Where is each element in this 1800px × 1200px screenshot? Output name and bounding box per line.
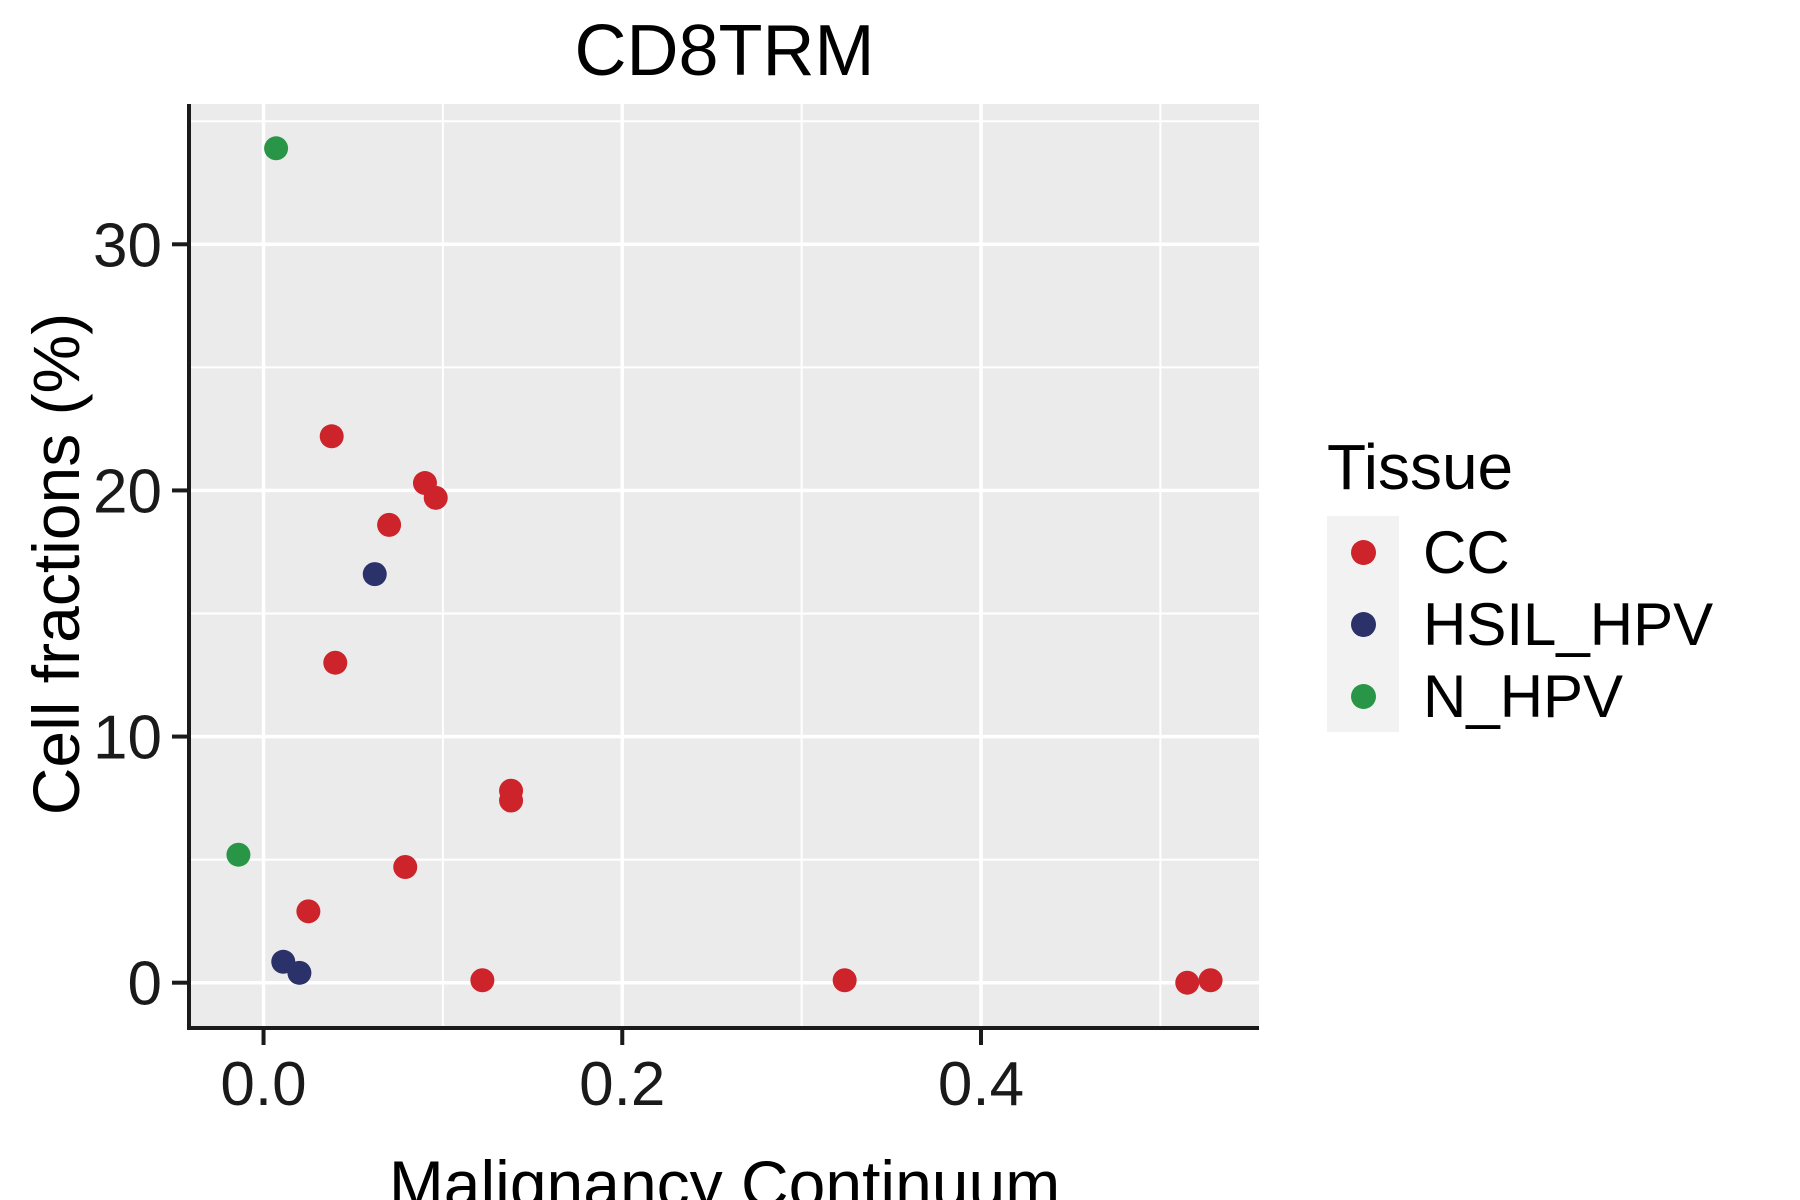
legend-entries: CC HSIL_HPV N_HPV (1327, 516, 1747, 732)
legend-key (1327, 588, 1399, 660)
data-point-CC (1175, 970, 1200, 995)
legend: Tissue CC HSIL_HPV N_HPV (1327, 430, 1747, 732)
data-point-CC (423, 485, 448, 510)
legend-title: Tissue (1327, 431, 1514, 503)
legend-label: N_HPV (1423, 662, 1624, 730)
legend-row-N_HPV: N_HPV (1327, 660, 1747, 732)
plot-title: CD8TRM (574, 11, 875, 91)
legend-row-CC: CC (1327, 516, 1747, 588)
data-point-CC (393, 855, 418, 880)
data-point-CC (323, 650, 348, 675)
x-tick-label: 0.0 (220, 1050, 306, 1119)
legend-key (1327, 516, 1399, 588)
legend-dot-icon (1350, 683, 1376, 709)
data-point-CC (377, 512, 402, 537)
data-point-N_HPV (226, 842, 251, 867)
plot-panel (190, 104, 1259, 1027)
legend-key (1327, 660, 1399, 732)
legend-label: CC (1423, 518, 1510, 586)
data-point-CC (832, 968, 857, 993)
legend-dot-icon (1350, 611, 1376, 637)
data-point-N_HPV (264, 136, 289, 161)
y-tick-label: 20 (93, 457, 162, 526)
data-point-HSIL_HPV (287, 960, 312, 985)
y-tick-label: 30 (93, 211, 162, 280)
y-tick-label: 0 (128, 950, 162, 1019)
data-point-CC (1198, 968, 1223, 993)
data-point-CC (296, 899, 321, 924)
x-axis-title: Malignancy Continuum (388, 1147, 1061, 1200)
x-tick-label: 0.4 (938, 1050, 1024, 1119)
data-point-HSIL_HPV (362, 562, 387, 587)
data-point-CC (499, 788, 524, 813)
legend-row-HSIL_HPV: HSIL_HPV (1327, 588, 1747, 660)
legend-dot-icon (1350, 539, 1376, 565)
y-tick-label: 10 (93, 704, 162, 773)
legend-label: HSIL_HPV (1423, 590, 1714, 658)
data-point-CC (470, 968, 495, 993)
x-tick-label: 0.2 (579, 1050, 665, 1119)
data-point-CC (319, 424, 344, 449)
